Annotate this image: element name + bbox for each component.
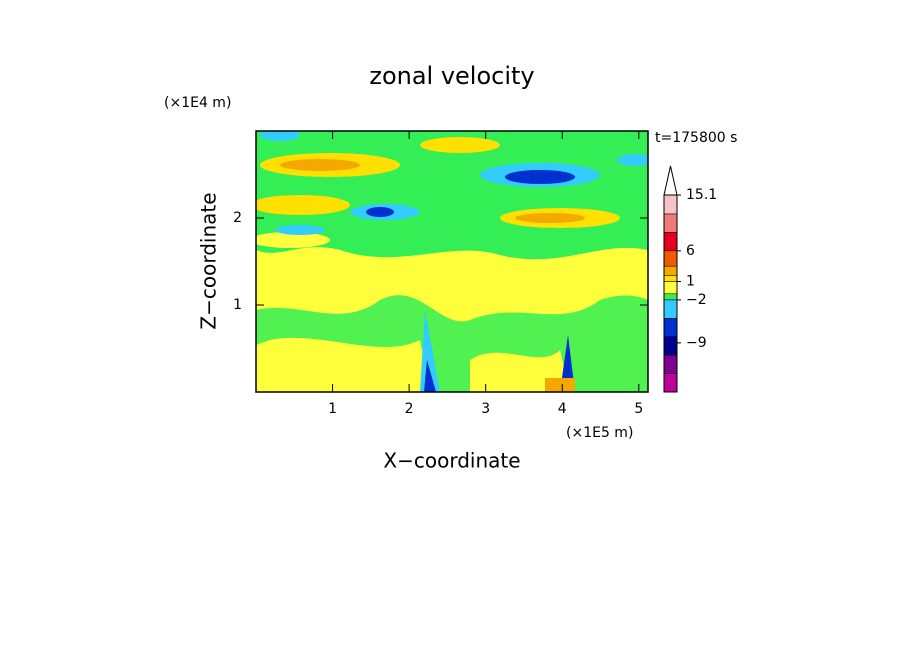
colorbar-segment: [663, 250, 678, 267]
y-axis-label: Z−coordinate: [197, 192, 221, 329]
y-unit: (×1E4 m): [164, 95, 231, 111]
colorbar-segment: [663, 194, 678, 215]
x-unit: (×1E5 m): [566, 425, 633, 441]
colorbar-segment: [663, 373, 678, 393]
contour-fill: [366, 207, 394, 217]
colorbar-tick-label: 6: [686, 243, 695, 259]
colorbar-segment: [663, 213, 678, 233]
colorbar-segment: [663, 275, 678, 282]
colorbar-tick-label: −2: [686, 292, 707, 308]
contour-fill: [280, 159, 360, 171]
colorbar-segment: [663, 265, 678, 276]
colorbar-tick-label: −9: [686, 335, 707, 351]
contour-fill: [256, 232, 330, 248]
time-annotation: t=175800 s: [655, 130, 737, 146]
contour-fill: [256, 195, 350, 215]
contour-fill: [424, 360, 436, 392]
colorbar-segment: [663, 232, 678, 252]
y-tick-label: 2: [233, 210, 242, 226]
contour-fill: [420, 310, 440, 392]
contour-fill: [505, 170, 575, 184]
y-tick-label: 1: [233, 297, 242, 313]
colorbar-frame: [663, 194, 678, 393]
contour-fill: [617, 154, 648, 166]
contour-fill: [260, 131, 300, 141]
x-tick-label: 5: [634, 401, 643, 417]
colorbar-segment: [663, 354, 678, 374]
colorbar-segment: [663, 293, 678, 301]
x-tick-label: 3: [481, 401, 490, 417]
colorbar-extend: [663, 165, 678, 196]
x-tick-label: 2: [405, 401, 414, 417]
colorbar-segment: [663, 318, 678, 338]
chart-title: zonal velocity: [369, 62, 534, 90]
contour-fill: [420, 137, 500, 153]
colorbar-segment: [663, 281, 678, 295]
contour-fill: [545, 378, 575, 392]
contour-field: [256, 131, 648, 392]
colorbar-segment: [663, 336, 678, 356]
contour-fill: [256, 337, 430, 392]
colorbar-tick-label: 1: [686, 274, 695, 290]
x-tick-label: 4: [558, 401, 567, 417]
contour-fill: [275, 225, 325, 235]
contour-fill: [515, 213, 585, 223]
colorbar-segment: [663, 299, 678, 319]
plot-frame: [255, 130, 649, 393]
colorbar-tick-label: 15.1: [686, 187, 717, 203]
x-axis-label: X−coordinate: [383, 449, 520, 473]
contour-fill: [560, 335, 575, 392]
x-tick-label: 1: [328, 401, 337, 417]
